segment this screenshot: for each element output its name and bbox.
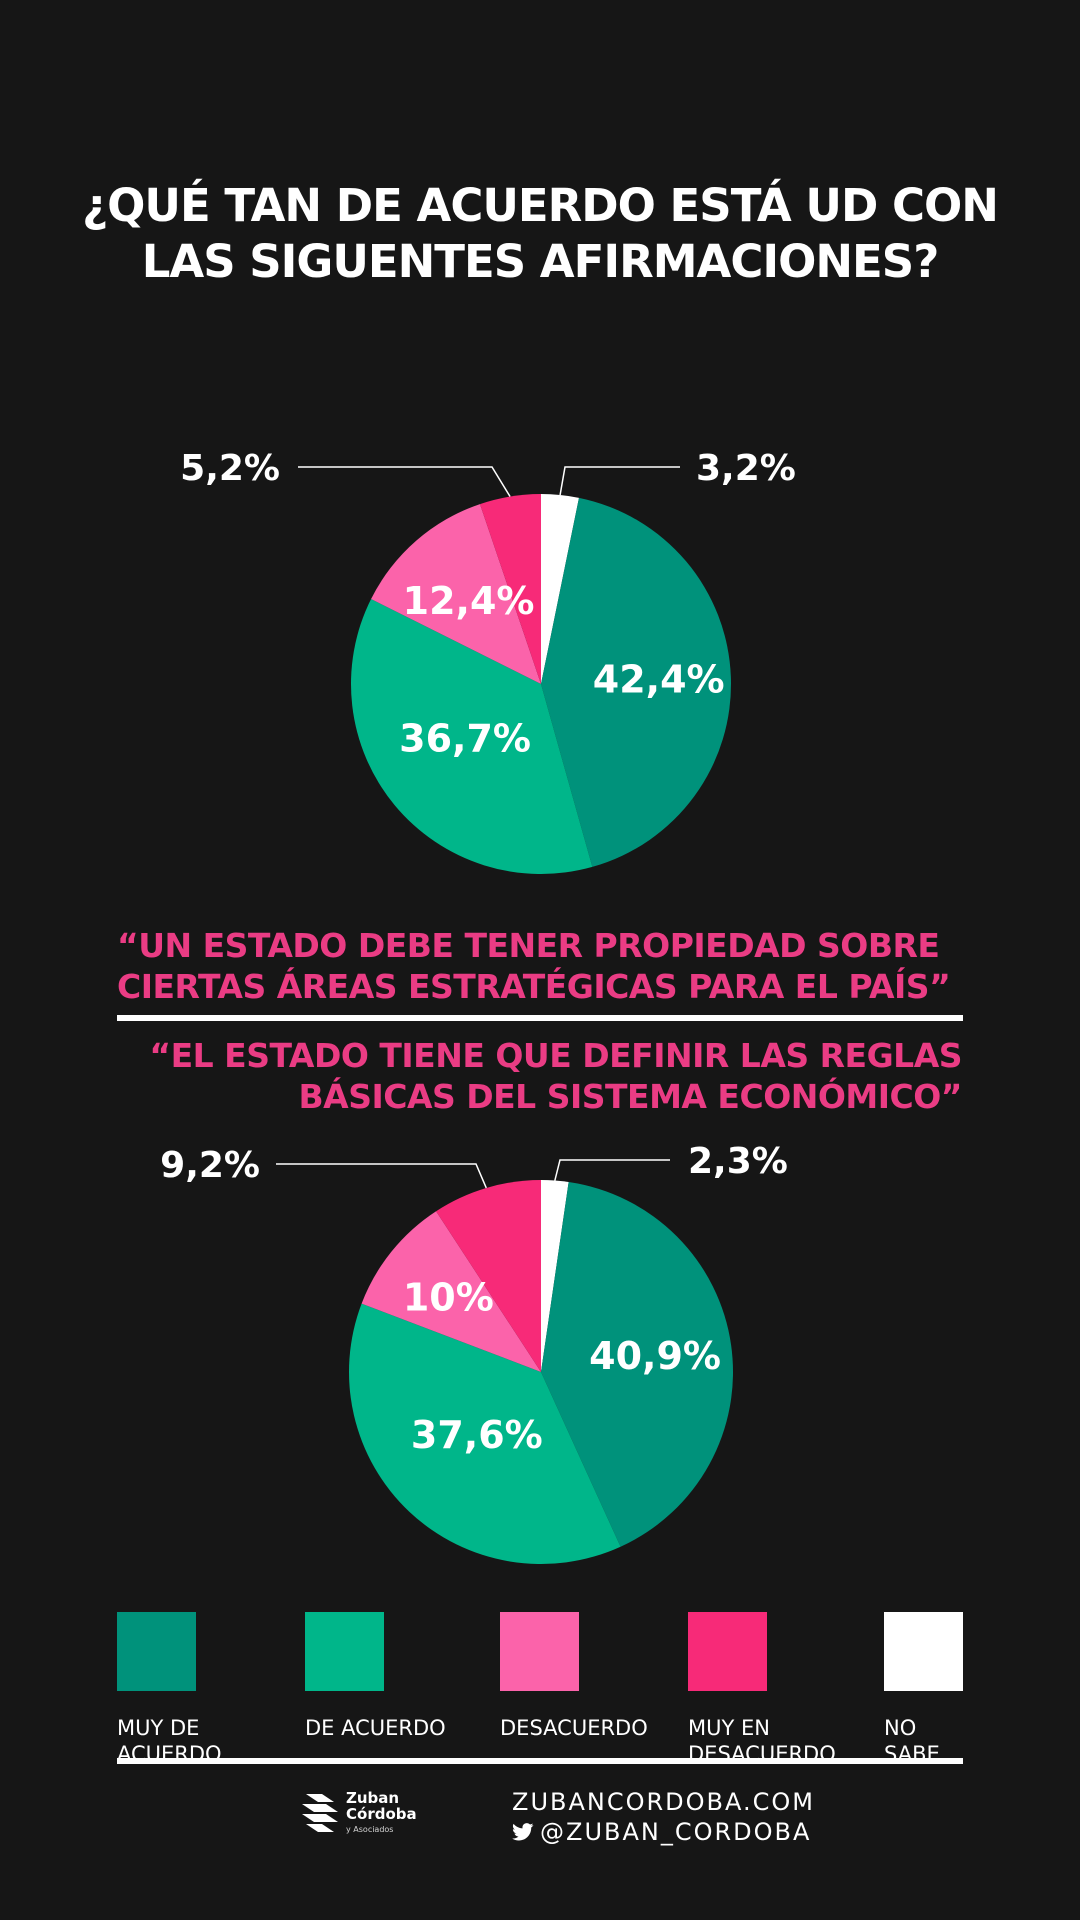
logo-line2: Córdoba (346, 1805, 417, 1823)
legend-label: DESACUERDO (500, 1716, 648, 1740)
legend-item-desacuerdo: DESACUERDO (500, 1612, 690, 1741)
legend-item-muy-en-desacuerdo: MUY EN DESACUERDO (688, 1612, 878, 1767)
legend-item-muy-de-acuerdo: MUY DE ACUERDO (117, 1612, 307, 1767)
logo-line1: Zuban (346, 1789, 400, 1807)
legend-swatch (884, 1612, 963, 1691)
pie-slice-muy-en-desacuerdo (436, 1180, 541, 1372)
legend-swatch (688, 1612, 767, 1691)
legend-item-no-sabe: NO SABE (884, 1612, 1074, 1767)
pie-slice-desacuerdo (361, 1211, 541, 1372)
callout-line-no-sabe (554, 1159, 670, 1181)
logo-sub: y Asociados (346, 1825, 394, 1834)
legend-label: DE ACUERDO (305, 1716, 446, 1740)
footer-links: ZUBANCORDOBA.COM @ZUBAN_CORDOBA (512, 1787, 815, 1847)
twitter-link[interactable]: @ZUBAN_CORDOBA (512, 1817, 815, 1847)
callout-label-no-sabe: 3,2% (696, 448, 796, 489)
logo-stripes-icon (302, 1794, 338, 1832)
pie-slice-muy-de-acuerdo (541, 497, 732, 867)
callout-line-muy-en-desacuerdo (298, 466, 511, 497)
data-label-de-acuerdo: 37,6% (411, 1413, 543, 1457)
twitter-text: @ZUBAN_CORDOBA (540, 1818, 812, 1846)
callout-label-muy-en-desacuerdo: 9,2% (160, 1145, 260, 1186)
pie-slice-muy-de-acuerdo (541, 1182, 734, 1547)
pie-chart-reglas: 40,9% 37,6% 10% 2,3% 9,2% (160, 1141, 788, 1564)
quote-propiedad: “UN ESTADO DEBE TENER PROPIEDAD SOBRE CI… (117, 926, 951, 1006)
page-title: ¿QUÉ TAN DE ACUERDO ESTÁ UD CON LAS SIGU… (82, 179, 999, 288)
data-label-de-acuerdo: 36,7% (399, 716, 531, 760)
legend: MUY DE ACUERDO DE ACUERDO DESACUERDO MUY… (117, 1612, 963, 1766)
callout-label-no-sabe: 2,3% (688, 1141, 788, 1182)
pie-slice-desacuerdo (371, 504, 541, 684)
legend-swatch (500, 1612, 579, 1691)
callout-line-muy-en-desacuerdo (276, 1163, 487, 1189)
data-label-desacuerdo: 12,4% (403, 579, 535, 623)
zuban-cordoba-logo: Zuban Córdoba y Asociados (300, 1790, 417, 1838)
pie-slice-muy-en-desacuerdo (479, 494, 541, 684)
legend-swatch (117, 1612, 196, 1691)
pie-slice-no-sabe (541, 494, 579, 684)
pie-slice-no-sabe (541, 1180, 569, 1372)
pie-chart-propiedad: 42,4% 36,7% 12,4% 3,2% 5,2% (180, 448, 796, 874)
twitter-icon (512, 1823, 534, 1841)
quote-reglas: “EL ESTADO TIENE QUE DEFINIR LAS REGLAS … (149, 1036, 962, 1116)
legend-swatch (305, 1612, 384, 1691)
callout-label-muy-en-desacuerdo: 5,2% (180, 448, 280, 489)
pie-slice-de-acuerdo (349, 1303, 621, 1564)
callout-line-no-sabe (559, 466, 680, 496)
website-text: ZUBANCORDOBA.COM (512, 1788, 815, 1816)
legend-item-de-acuerdo: DE ACUERDO (305, 1612, 495, 1741)
data-label-muy-de-acuerdo: 42,4% (593, 658, 725, 702)
website-link[interactable]: ZUBANCORDOBA.COM (512, 1787, 815, 1817)
data-label-desacuerdo: 10% (403, 1275, 494, 1319)
divider (117, 1015, 963, 1021)
pie-slice-de-acuerdo (351, 598, 593, 874)
data-label-muy-de-acuerdo: 40,9% (589, 1334, 721, 1378)
legend-divider (117, 1758, 963, 1764)
